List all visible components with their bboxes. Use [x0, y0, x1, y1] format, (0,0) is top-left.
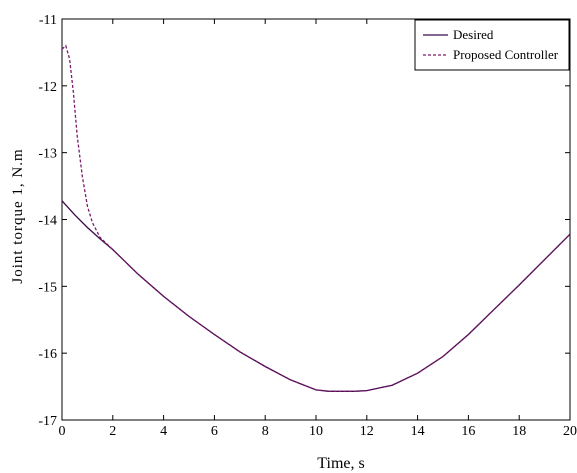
legend-label: Desired [453, 27, 494, 42]
y-axis-label: Joint torque 1, N.m [10, 148, 26, 283]
x-tick-label: 10 [309, 424, 323, 439]
y-tick-label: -15 [38, 280, 57, 295]
x-axis-ticks: 0 2 4 6 8 10 12 14 16 18 20 [59, 19, 577, 439]
x-tick-label: 6 [211, 424, 218, 439]
x-tick-label: 18 [512, 424, 526, 439]
y-tick-label: -16 [38, 347, 57, 362]
y-tick-label: -13 [38, 147, 57, 162]
y-tick-label: -17 [38, 414, 57, 429]
x-tick-label: 0 [59, 424, 66, 439]
legend-box [414, 19, 570, 71]
series-line-desired [61, 200, 571, 392]
y-tick-label: -14 [38, 214, 57, 229]
plot-frame [61, 18, 571, 421]
x-tick-label: 16 [461, 424, 475, 439]
y-axis-ticks: -11 -12 -13 -14 -15 -16 -17 [38, 13, 570, 429]
x-tick-label: 20 [563, 424, 577, 439]
x-tick-label: 14 [411, 424, 425, 439]
x-tick-label: 12 [360, 424, 374, 439]
legend: Desired Proposed Controller [414, 19, 570, 71]
plot-area [61, 18, 571, 421]
x-axis-label: Time, s [317, 455, 364, 472]
legend-label: Proposed Controller [453, 47, 559, 62]
x-tick-label: 8 [262, 424, 269, 439]
x-tick-label: 2 [109, 424, 116, 439]
y-tick-label: -12 [38, 80, 57, 95]
y-tick-label: -11 [39, 13, 57, 28]
series-layer [61, 44, 571, 392]
x-tick-label: 4 [160, 424, 167, 439]
series-line-proposed-controller [61, 44, 571, 392]
